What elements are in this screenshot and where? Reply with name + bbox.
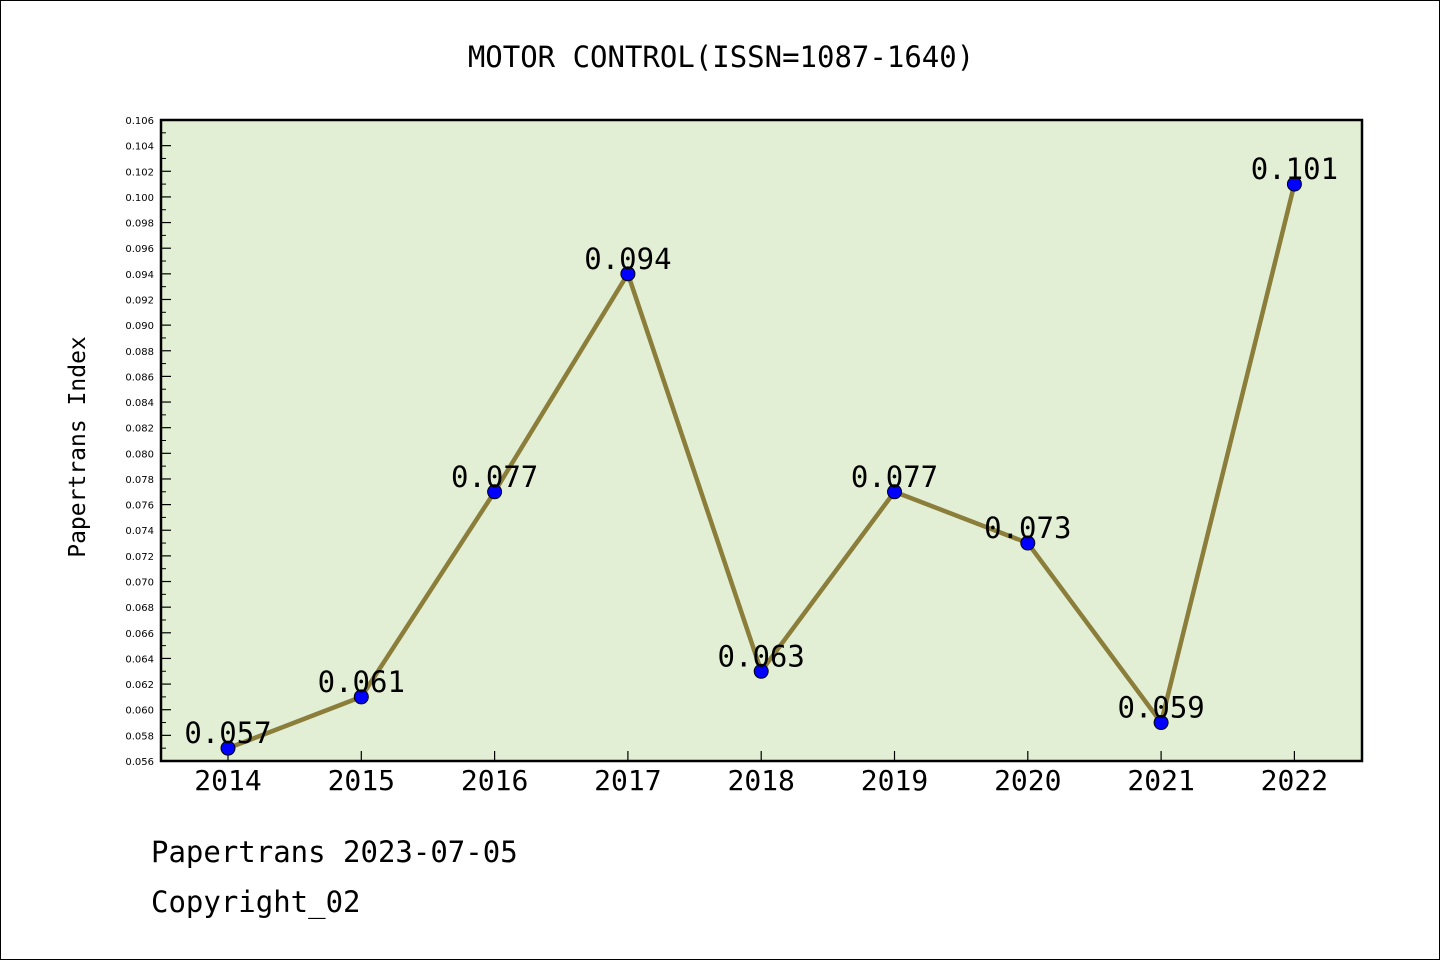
data-label: 0.077 [851, 460, 938, 494]
data-point [353, 689, 369, 705]
x-tick-label: 2018 [727, 764, 794, 797]
y-tick-label: 0.102 [125, 167, 154, 178]
data-label: 0.073 [984, 511, 1071, 545]
data-labels: 0.057 0.061 0.077 0.094 0.063 0.077 0.073 0.059… [184, 152, 1338, 750]
series-markers [220, 176, 1302, 756]
plot-area [159, 118, 1364, 763]
data-point [487, 484, 503, 500]
data-point [753, 663, 769, 679]
chart-title: MOTOR CONTROL(ISSN=1087-1640) [468, 40, 974, 74]
source-date-text: Papertrans 2023-07-05 [151, 835, 518, 869]
y-tick-label: 0.070 [125, 578, 154, 589]
y-tick-label: 0.098 [125, 219, 154, 230]
y-tick-label: 0.094 [125, 270, 154, 281]
y-tick-label: 0.092 [125, 295, 154, 306]
data-point [1286, 176, 1302, 192]
y-tick-label: 0.068 [125, 603, 154, 614]
y-tick-label: 0.064 [125, 654, 154, 665]
y-tick-label: 0.082 [125, 424, 154, 435]
x-tick-label: 2015 [328, 764, 395, 797]
y-tick-label: 0.096 [125, 244, 154, 255]
y-tick-label: 0.058 [125, 731, 154, 742]
data-label: 0.077 [451, 460, 538, 494]
data-label: 0.094 [584, 242, 671, 276]
x-axis: 2014 2015 2016 2017 2018 2019 2020 2021 2022 [194, 751, 1328, 797]
y-tick-label: 0.084 [125, 398, 154, 409]
x-tick-label: 2021 [1127, 764, 1194, 797]
x-tick-label: 2022 [1261, 764, 1328, 797]
data-label: 0.061 [318, 665, 405, 699]
x-tick-label: 2014 [194, 764, 261, 797]
data-point [620, 266, 636, 282]
y-tick-label: 0.086 [125, 372, 154, 383]
y-tick-label: 0.100 [125, 193, 154, 204]
y-axis-label: Papertrans Index [65, 336, 91, 558]
data-label: 0.057 [184, 716, 271, 750]
y-tick-label: 0.088 [125, 347, 154, 358]
y-tick-label: 0.066 [125, 629, 154, 640]
data-point [1153, 715, 1169, 731]
data-label: 0.101 [1251, 152, 1338, 186]
y-axis: 0.056 0.058 0.060 0.062 0.064 0.066 0.068 0.070… [125, 116, 171, 768]
y-tick-label: 0.078 [125, 475, 154, 486]
x-tick-label: 2017 [594, 764, 661, 797]
y-tick-label: 0.080 [125, 449, 154, 460]
data-label: 0.063 [718, 639, 805, 673]
x-tick-label: 2019 [861, 764, 928, 797]
y-tick-label: 0.074 [125, 526, 154, 537]
x-tick-label: 2020 [994, 764, 1061, 797]
y-tick-label: 0.072 [125, 552, 154, 563]
y-tick-label: 0.060 [125, 706, 154, 717]
y-tick-label: 0.104 [125, 142, 154, 153]
y-tick-label: 0.056 [125, 757, 154, 768]
y-tick-label: 0.062 [125, 680, 154, 691]
data-label: 0.059 [1117, 691, 1204, 725]
x-tick-label: 2016 [461, 764, 528, 797]
y-tick-label: 0.076 [125, 501, 154, 512]
copyright-text: Copyright_02 [151, 885, 361, 919]
y-tick-label: 0.106 [125, 116, 154, 127]
data-point [887, 484, 902, 500]
data-point [220, 740, 236, 756]
y-tick-label: 0.090 [125, 321, 154, 332]
data-point [1020, 535, 1036, 551]
